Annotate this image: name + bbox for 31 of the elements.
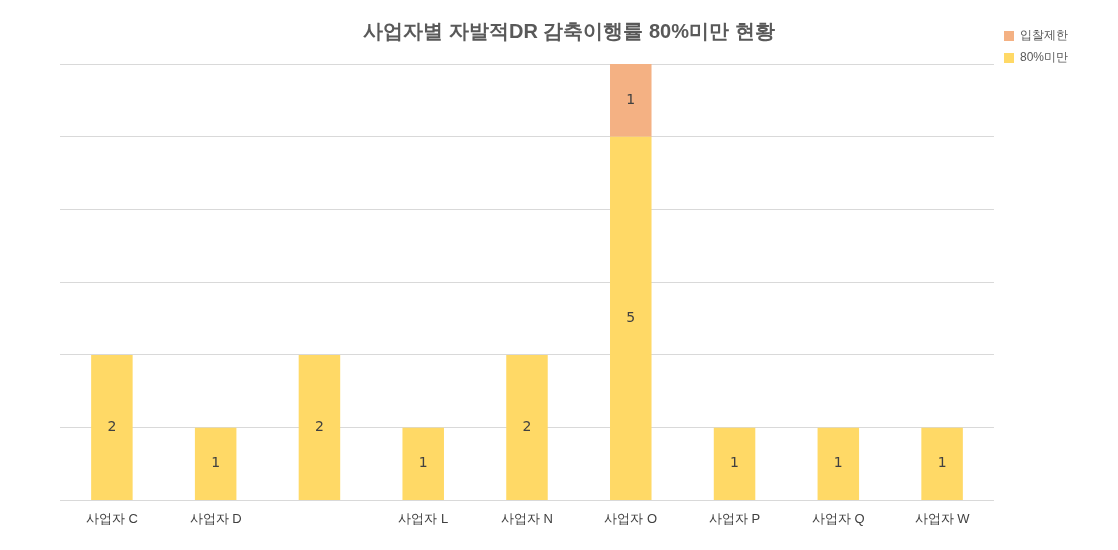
bar	[506, 354, 548, 500]
x-tick-label: 사업자 W	[914, 510, 971, 526]
bar	[91, 354, 133, 500]
bar	[713, 427, 756, 500]
bar	[610, 136, 652, 500]
data-label: 2	[522, 418, 532, 435]
legend-label: 80%미만	[1019, 50, 1069, 65]
data-label: 5	[626, 308, 636, 325]
x-tick-label: 사업자 N	[500, 510, 553, 526]
x-tick-label: 사업자 D	[189, 510, 242, 526]
x-tick-label: 사업자 P	[708, 510, 761, 526]
x-tick-label: 사업자 C	[85, 510, 138, 526]
data-label: 1	[418, 454, 428, 471]
chart-title: 사업자별 자발적DR 감축이행률 80%미만 현황	[363, 19, 775, 42]
data-label: 2	[107, 418, 117, 435]
bar	[817, 427, 860, 500]
bar	[194, 427, 237, 500]
data-label: 1	[626, 91, 636, 108]
legend-label: 입찰제한	[1019, 28, 1068, 43]
bar	[402, 427, 444, 500]
data-label: 1	[730, 454, 739, 471]
data-label: 2	[314, 418, 324, 435]
x-tick-label: 사업자 Q	[811, 510, 865, 526]
bar	[298, 354, 341, 500]
bar	[921, 427, 963, 500]
x-tick-label: 사업자 L	[398, 510, 449, 526]
data-label: 1	[211, 454, 221, 471]
data-label: 1	[937, 454, 947, 471]
x-tick-label: 사업자 O	[604, 510, 658, 526]
data-label: 1	[833, 454, 843, 471]
bar	[610, 64, 652, 137]
